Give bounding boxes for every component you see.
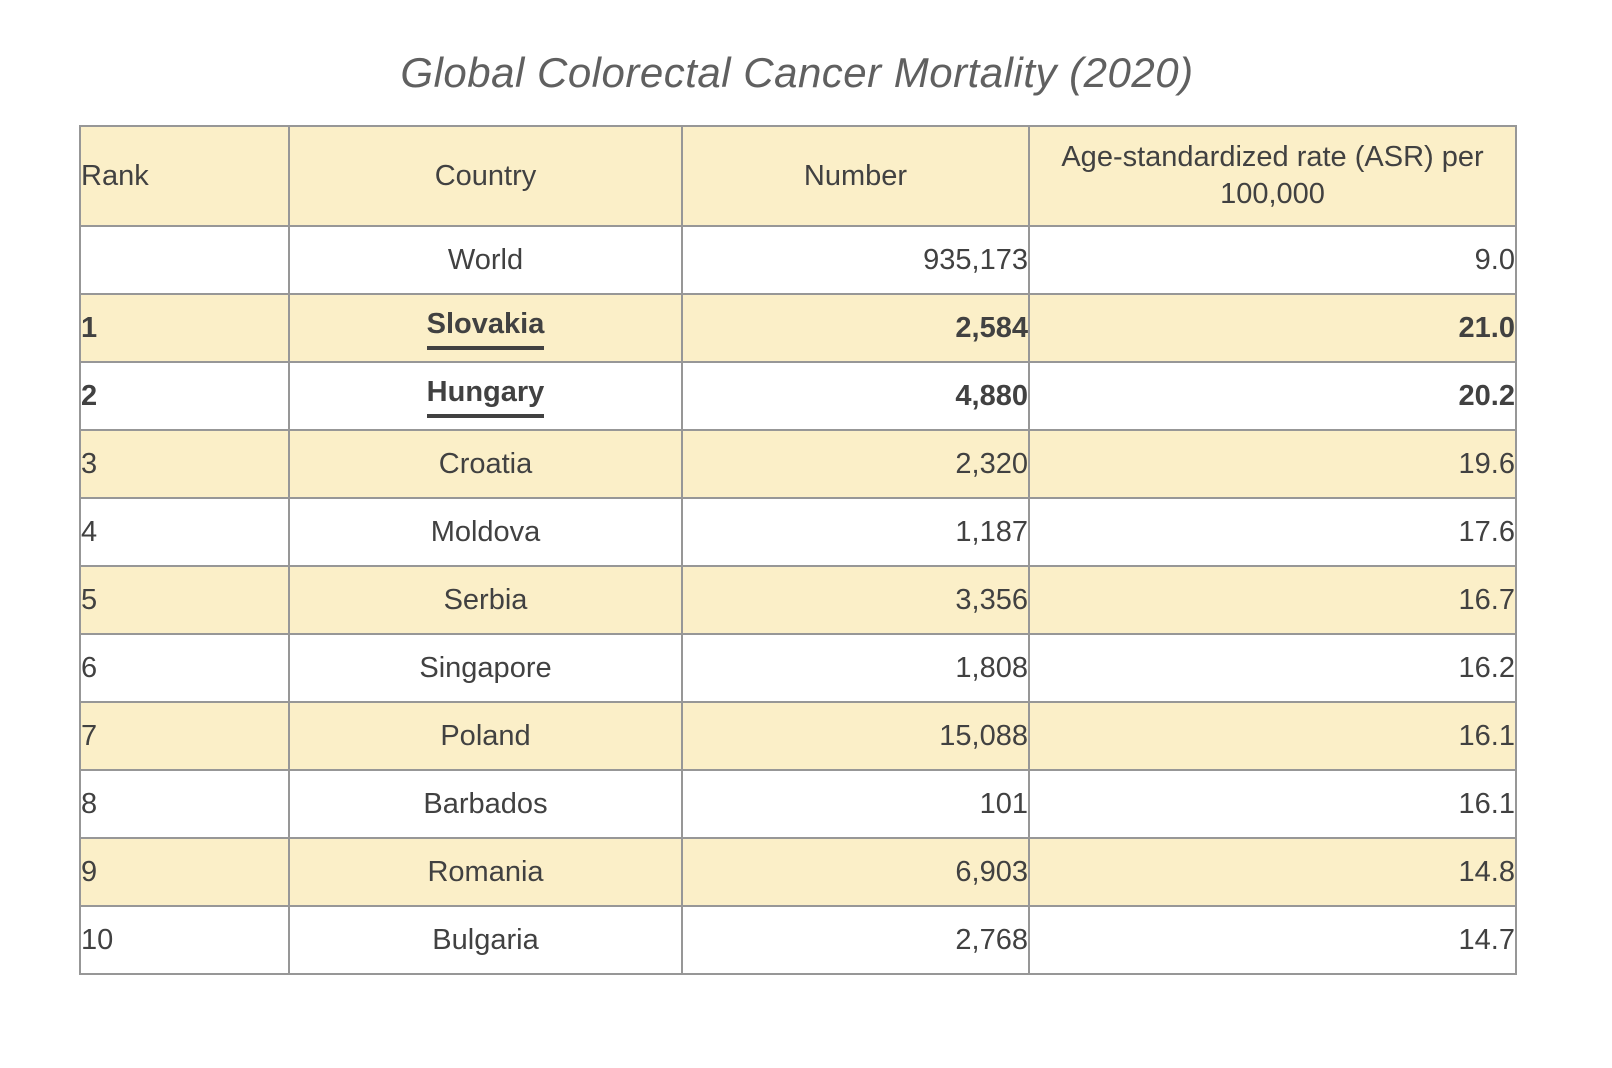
country-cell: Serbia (288, 565, 683, 636)
header-row: Rank Country Number Age-standardized rat… (79, 125, 1517, 228)
country-cell: Slovakia (288, 293, 683, 364)
column-header-asr: Age-standardized rate (ASR) per 100,000 (1028, 125, 1517, 228)
number-cell: 4,880 (681, 361, 1030, 432)
number-cell: 15,088 (681, 701, 1030, 772)
country-name: Singapore (419, 651, 552, 684)
asr-cell: 9.0 (1028, 225, 1517, 296)
country-cell: Croatia (288, 429, 683, 500)
rank-cell: 6 (79, 633, 290, 704)
number-cell: 2,584 (681, 293, 1030, 364)
country-cell: World (288, 225, 683, 296)
asr-cell: 21.0 (1028, 293, 1517, 364)
asr-cell: 14.8 (1028, 837, 1517, 908)
column-header-country: Country (288, 125, 683, 228)
country-name: Serbia (443, 583, 528, 616)
rank-cell (79, 225, 290, 296)
rank-cell: 1 (79, 293, 290, 364)
mortality-table: Rank Country Number Age-standardized rat… (79, 125, 1517, 976)
rank-cell: 10 (79, 905, 290, 976)
country-name: World (447, 243, 524, 276)
number-cell: 935,173 (681, 225, 1030, 296)
country-name: Croatia (438, 447, 533, 480)
country-cell: Hungary (288, 361, 683, 432)
table-row: 10 Bulgaria 2,768 14.7 (79, 905, 1517, 976)
rank-cell: 2 (79, 361, 290, 432)
asr-cell: 16.1 (1028, 701, 1517, 772)
country-name: Hungary (426, 374, 545, 419)
asr-cell: 16.7 (1028, 565, 1517, 636)
number-cell: 1,187 (681, 497, 1030, 568)
column-header-rank: Rank (79, 125, 290, 228)
country-name: Poland (440, 719, 531, 752)
number-cell: 2,768 (681, 905, 1030, 976)
asr-cell: 20.2 (1028, 361, 1517, 432)
number-cell: 101 (681, 769, 1030, 840)
country-cell: Poland (288, 701, 683, 772)
number-cell: 6,903 (681, 837, 1030, 908)
country-cell: Singapore (288, 633, 683, 704)
table-row: 3 Croatia 2,320 19.6 (79, 429, 1517, 500)
table-row: World 935,173 9.0 (79, 225, 1517, 296)
rank-cell: 4 (79, 497, 290, 568)
rank-cell: 3 (79, 429, 290, 500)
rank-cell: 7 (79, 701, 290, 772)
asr-cell: 14.7 (1028, 905, 1517, 976)
table-row: 7 Poland 15,088 16.1 (79, 701, 1517, 772)
page-title: Global Colorectal Cancer Mortality (2020… (400, 49, 1194, 96)
rank-cell: 8 (79, 769, 290, 840)
country-name: Bulgaria (432, 923, 539, 956)
rank-cell: 5 (79, 565, 290, 636)
table-row: 5 Serbia 3,356 16.7 (79, 565, 1517, 636)
asr-cell: 17.6 (1028, 497, 1517, 568)
asr-cell: 16.2 (1028, 633, 1517, 704)
number-cell: 2,320 (681, 429, 1030, 500)
number-cell: 1,808 (681, 633, 1030, 704)
country-cell: Romania (288, 837, 683, 908)
asr-cell: 19.6 (1028, 429, 1517, 500)
table-body: World 935,173 9.0 1 Slovakia 2,584 21.0 … (79, 225, 1517, 976)
table-row: 2 Hungary 4,880 20.2 (79, 361, 1517, 432)
table-row: 4 Moldova 1,187 17.6 (79, 497, 1517, 568)
country-name: Barbados (423, 787, 548, 820)
table-header: Rank Country Number Age-standardized rat… (79, 125, 1517, 228)
country-name: Romania (427, 855, 544, 888)
table-row: 9 Romania 6,903 14.8 (79, 837, 1517, 908)
table-row: 1 Slovakia 2,584 21.0 (79, 293, 1517, 364)
rank-cell: 9 (79, 837, 290, 908)
number-cell: 3,356 (681, 565, 1030, 636)
country-cell: Moldova (288, 497, 683, 568)
column-header-number: Number (681, 125, 1030, 228)
country-name: Slovakia (426, 306, 545, 351)
country-name: Moldova (430, 515, 541, 548)
table-row: 6 Singapore 1,808 16.2 (79, 633, 1517, 704)
country-cell: Bulgaria (288, 905, 683, 976)
asr-cell: 16.1 (1028, 769, 1517, 840)
table-row: 8 Barbados 101 16.1 (79, 769, 1517, 840)
country-cell: Barbados (288, 769, 683, 840)
